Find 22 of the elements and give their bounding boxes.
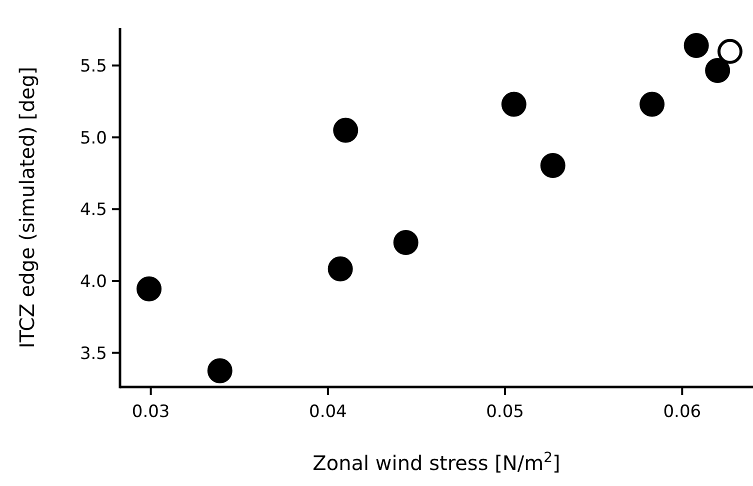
- point: [136, 276, 162, 302]
- y-tick-label: 5.0: [80, 128, 107, 148]
- y-tick-label: 4.5: [80, 200, 107, 220]
- x-axis-title: Zonal wind stress [N/m$^{2}$]: [312, 450, 560, 475]
- point: [640, 92, 665, 117]
- x-tick-label: 0.06: [663, 402, 702, 422]
- x-tick-label: 0.05: [486, 402, 524, 422]
- point: [501, 92, 526, 117]
- x-tick-label: 0.03: [132, 402, 170, 422]
- point: [540, 152, 566, 178]
- y-tick-label: 3.5: [80, 344, 107, 364]
- point: [684, 33, 709, 58]
- y-tick-label: 4.0: [80, 272, 107, 292]
- point: [333, 118, 358, 143]
- point: [393, 230, 418, 255]
- y-axis-title: ITCZ edge (simulated) [deg]: [15, 66, 39, 348]
- point: [207, 358, 232, 384]
- x-tick-label: 0.04: [309, 402, 347, 422]
- y-tick-label: 5.5: [80, 56, 107, 76]
- point: [328, 256, 353, 282]
- point: [717, 38, 742, 64]
- point: [705, 58, 730, 84]
